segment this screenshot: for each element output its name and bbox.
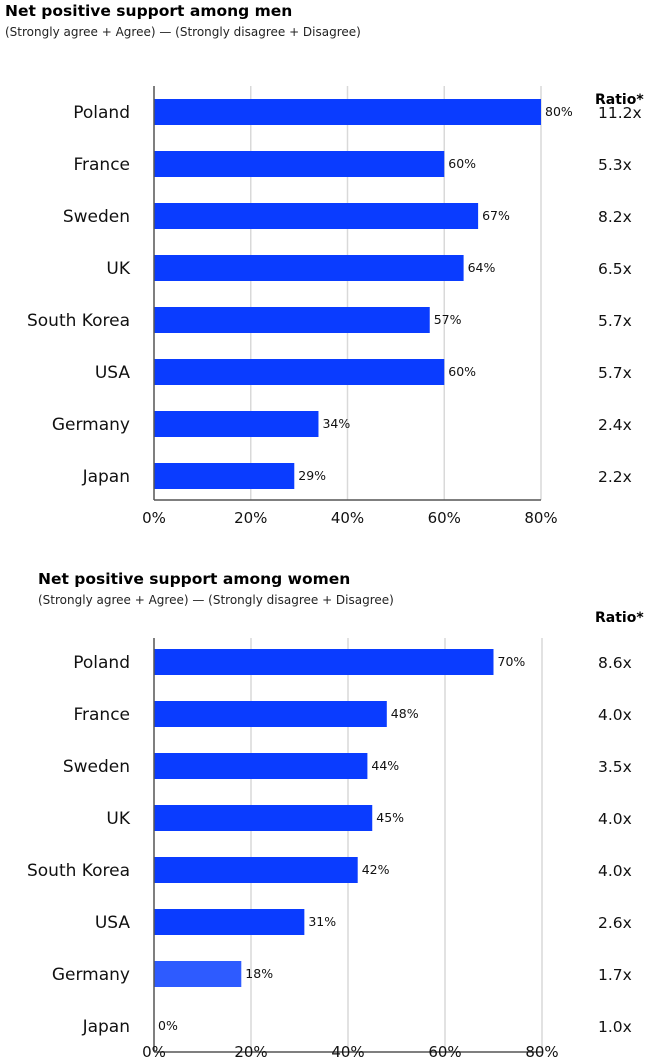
value-label: 64% — [468, 260, 496, 275]
ratio-value: 6.5x — [598, 260, 632, 278]
bar — [154, 151, 445, 177]
value-label: 34% — [322, 416, 350, 431]
chart-title: Net positive support among women — [38, 570, 351, 588]
ratio-value: 8.6x — [598, 654, 632, 672]
category-label: USA — [95, 363, 131, 383]
ratio-header: Ratio* — [595, 610, 644, 626]
bar — [154, 909, 305, 935]
category-label: UK — [106, 809, 130, 829]
x-tick-label: 0% — [142, 1043, 166, 1061]
ratio-header: Ratio* — [595, 92, 644, 108]
chart-subtitle: (Strongly agree + Agree) — (Strongly dis… — [38, 593, 394, 607]
ratio-value: 4.0x — [598, 862, 632, 880]
ratio-value: 4.0x — [598, 810, 632, 828]
chart-title: Net positive support among men — [5, 2, 293, 20]
bar — [154, 255, 464, 281]
ratio-value: 2.4x — [598, 416, 632, 434]
value-label: 80% — [545, 104, 573, 119]
bar — [154, 805, 373, 831]
ratio-value: 2.6x — [598, 914, 632, 932]
x-tick-label: 0% — [142, 509, 166, 527]
value-label: 70% — [498, 654, 526, 669]
value-label: 45% — [376, 810, 404, 825]
x-tick-label: 80% — [524, 509, 557, 527]
ratio-value: 11.2x — [598, 104, 642, 122]
x-tick-label: 40% — [331, 509, 364, 527]
category-label: USA — [95, 913, 131, 933]
bar — [154, 359, 445, 385]
value-label: 44% — [371, 758, 399, 773]
category-label: Poland — [73, 103, 130, 123]
bar — [154, 649, 494, 675]
ratio-value: 1.7x — [598, 966, 632, 984]
category-label: South Korea — [27, 861, 130, 881]
value-label: 48% — [391, 706, 419, 721]
bar — [154, 203, 479, 229]
ratio-value: 3.5x — [598, 758, 632, 776]
bar — [154, 701, 387, 727]
chart-subtitle: (Strongly agree + Agree) — (Strongly dis… — [5, 25, 361, 39]
category-label: Poland — [73, 653, 130, 673]
value-label: 0% — [158, 1018, 178, 1033]
category-label: South Korea — [27, 311, 130, 331]
x-tick-label: 60% — [428, 509, 461, 527]
category-label: France — [73, 155, 130, 175]
bar — [154, 463, 295, 489]
category-label: Germany — [52, 965, 130, 985]
category-label: UK — [106, 259, 130, 279]
ratio-value: 1.0x — [598, 1018, 632, 1036]
bar — [154, 961, 242, 987]
ratio-value: 2.2x — [598, 468, 632, 486]
ratio-value: 8.2x — [598, 208, 632, 226]
ratio-value: 5.7x — [598, 312, 632, 330]
bar — [154, 753, 368, 779]
value-label: 42% — [362, 862, 390, 877]
category-label: France — [73, 705, 130, 725]
value-label: 57% — [434, 312, 462, 327]
x-tick-label: 20% — [234, 1043, 267, 1061]
category-label: Sweden — [63, 757, 130, 777]
ratio-value: 5.7x — [598, 364, 632, 382]
x-tick-label: 40% — [331, 1043, 364, 1061]
bar — [154, 307, 430, 333]
value-label: 31% — [308, 914, 336, 929]
value-label: 60% — [448, 156, 476, 171]
bar-chart-men: 80% Poland 11.2x 60% France 5.3x 67% Sweden 8.2x… — [27, 86, 642, 527]
bar — [154, 857, 358, 883]
value-label: 29% — [298, 468, 326, 483]
value-label: 18% — [245, 966, 273, 981]
x-tick-label: 20% — [234, 509, 267, 527]
category-label: Japan — [82, 467, 130, 487]
category-label: Germany — [52, 415, 130, 435]
bar — [154, 99, 541, 125]
value-label: 67% — [482, 208, 510, 223]
category-label: Japan — [82, 1017, 130, 1037]
x-tick-label: 60% — [428, 1043, 461, 1061]
ratio-value: 4.0x — [598, 706, 632, 724]
category-label: Sweden — [63, 207, 130, 227]
x-tick-label: 80% — [525, 1043, 558, 1061]
bar — [154, 411, 319, 437]
ratio-value: 5.3x — [598, 156, 632, 174]
value-label: 60% — [448, 364, 476, 379]
